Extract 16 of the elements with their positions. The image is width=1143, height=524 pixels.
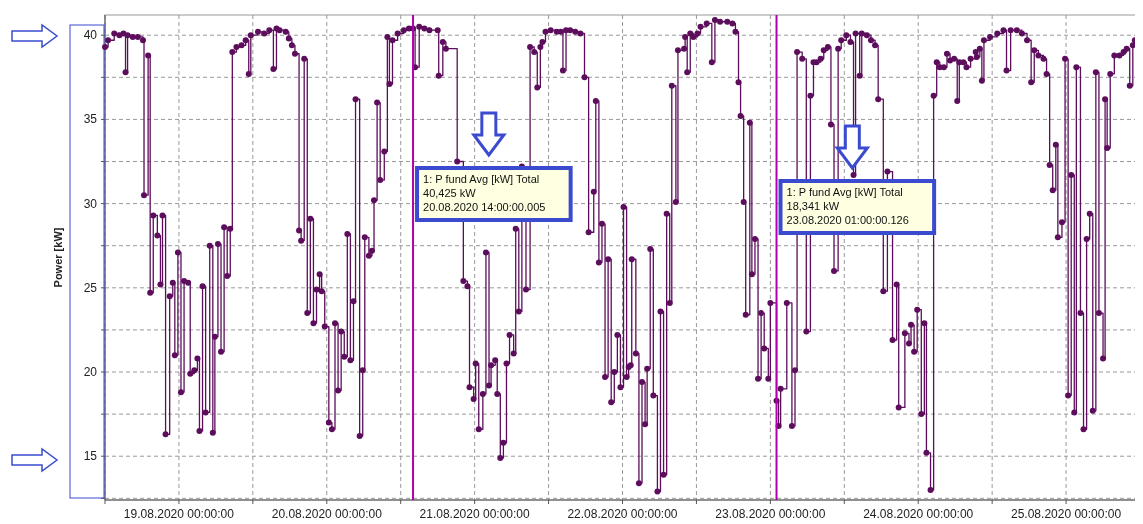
y-tick-label: 30 — [83, 196, 98, 211]
x-tick-label: 22.08.2020 00:00:00 — [567, 507, 678, 521]
y-tick-label: 20 — [83, 365, 98, 380]
y-tick-label: 15 — [83, 449, 98, 464]
y-tick-label: 40 — [83, 28, 98, 43]
x-tick-label: 24.08.2020 00:00:00 — [863, 507, 974, 521]
x-tick-label: 19.08.2020 00:00:00 — [123, 507, 235, 521]
y-tick-label: 35 — [83, 112, 98, 127]
x-tick-label: 23.08.2020 00:00:00 — [715, 507, 826, 521]
x-tick-label: 20.08.2020 00:00:00 — [271, 507, 383, 521]
x-tick-label: 25.08.2020 00:00:00 — [1011, 507, 1122, 521]
y-tick-label: 25 — [83, 280, 98, 295]
y-axis-title: Power [kW] — [52, 227, 64, 288]
x-tick-label: 21.08.2020 00:00:00 — [419, 507, 531, 521]
annotation: 1: P fund Avg [kW] Total 18,341 kW 23.08.2020 01:00:00.126 — [786, 186, 909, 226]
annotation: 1: P fund Avg [kW] Total 40,425 kW 20.08.2020 14:00:00.005 — [423, 173, 546, 213]
